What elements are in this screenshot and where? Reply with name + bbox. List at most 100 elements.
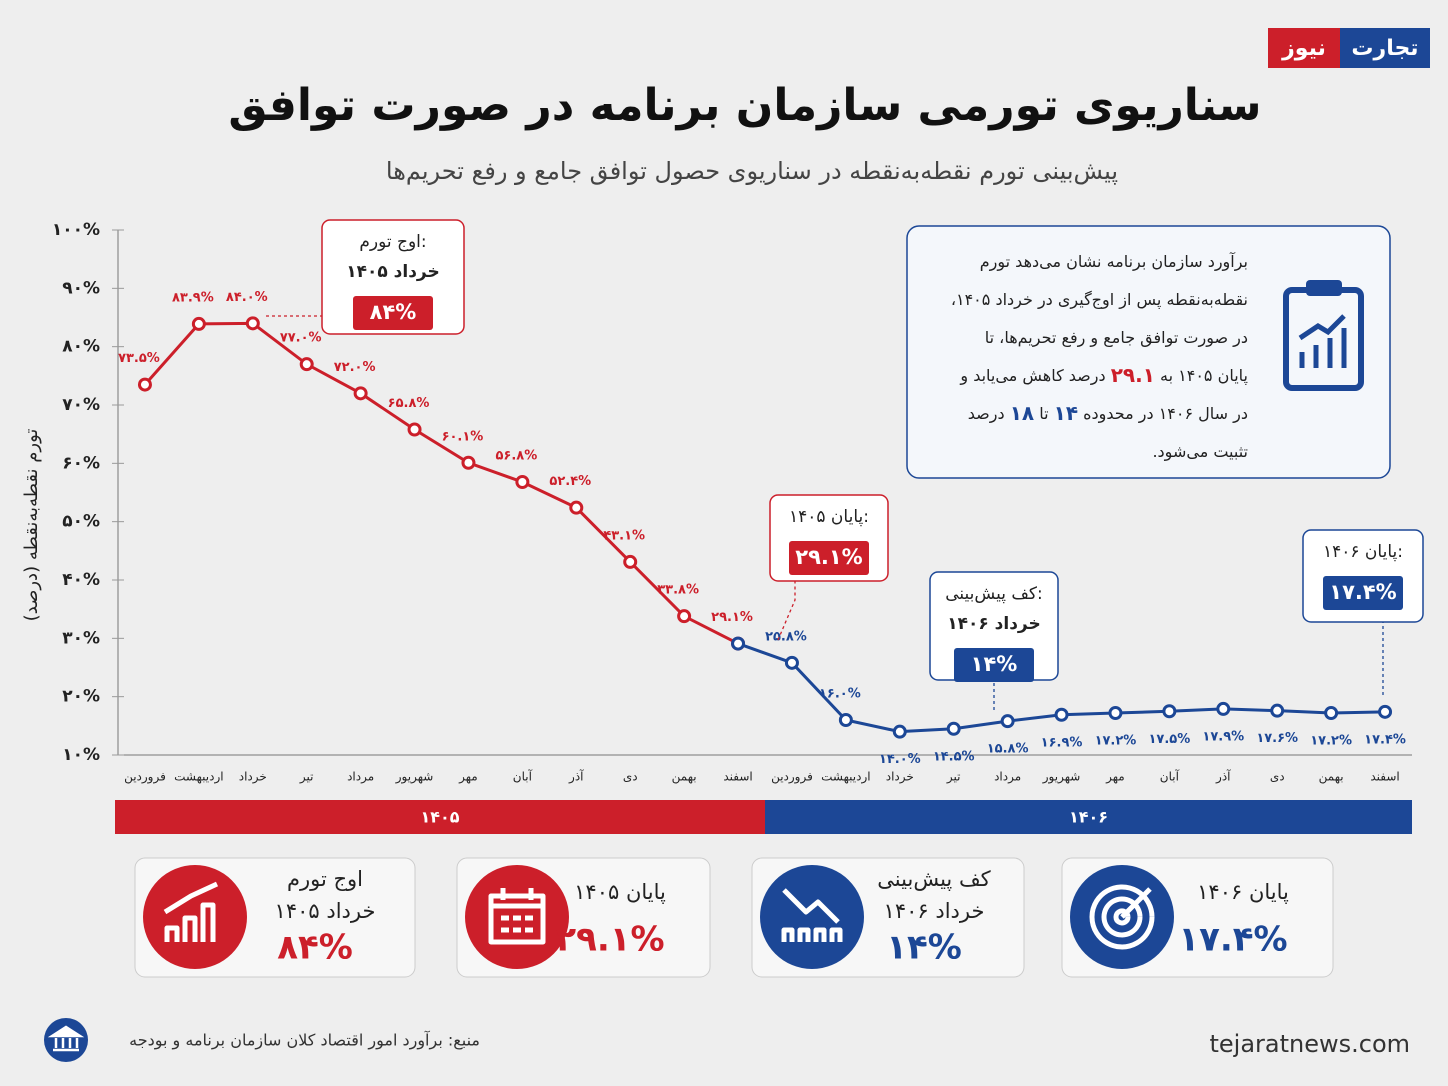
callout-text: اوج تورم: — [359, 232, 426, 252]
data-label: ۲۹.۱% — [711, 610, 753, 625]
website: tejaratnews.com — [1209, 1030, 1410, 1058]
x-tick-label: مرداد — [347, 770, 374, 785]
line — [143, 321, 739, 645]
data-label: ۱۴.۵% — [933, 749, 975, 764]
x-tick-label: اردیبهشت — [174, 770, 223, 785]
x-tick-label: دی — [623, 770, 638, 784]
x-tick-label: اردیبهشت — [821, 770, 870, 785]
chart-title: سناریوی تورمی سازمان برنامه در صورت تواف… — [228, 80, 1261, 131]
point — [784, 655, 799, 670]
point — [1216, 701, 1231, 716]
info-box — [906, 225, 1391, 479]
chart-subtitle: پیش‌بینی تورم نقطه‌به‌نقطه در سناریوی حص… — [386, 157, 1118, 185]
info-line: در صورت توافق جامع و رفع تحریم‌ها، تا — [985, 328, 1248, 348]
y-tick-label: ۴۰% — [62, 570, 100, 590]
y-tick-label: ۲۰% — [62, 687, 100, 707]
point — [677, 609, 692, 624]
info-line: در سال ۱۴۰۶ در محدوده ۱۴ تا ۱۸ درصد — [968, 401, 1248, 425]
point — [1000, 714, 1015, 729]
callout-value-bg — [954, 648, 1034, 682]
x-tick-label: فروردین — [124, 770, 166, 785]
source-icon — [44, 1018, 88, 1062]
callout-text: خرداد ۱۴۰۶ — [947, 614, 1041, 634]
card-value: ۲۹.۱% — [555, 920, 664, 960]
callout-text: پایان ۱۴۰۶: — [1323, 542, 1403, 562]
x-tick-label: آذر — [568, 769, 584, 785]
data-label: ۱۷.۶% — [1256, 731, 1298, 746]
card-label: اوج تورم — [287, 867, 363, 892]
y-tick-label: ۷۰% — [62, 395, 100, 415]
data-label: ۵۲.۴% — [549, 474, 591, 489]
logo-right-bg — [1268, 28, 1340, 68]
card-label: پایان ۱۴۰۶ — [1197, 880, 1289, 904]
card-value: ۱۷.۴% — [1178, 920, 1287, 960]
data-label: ۵۶.۸% — [495, 449, 537, 464]
x-tick-label: خرداد — [239, 770, 267, 785]
data-label: ۷۲.۰% — [334, 360, 376, 375]
data-label: ۸۴.۰% — [226, 290, 268, 305]
point — [461, 455, 476, 470]
data-label: ۷۳.۵% — [118, 351, 160, 366]
year-label: ۱۴۰۵ — [420, 808, 459, 827]
data-label: ۱۵.۸% — [987, 742, 1029, 757]
source: منبع: برآورد امور اقتصاد کلان سازمان برن… — [129, 1031, 480, 1051]
callout-value: ۲۹.۱% — [795, 545, 862, 569]
point — [946, 721, 961, 736]
x-tick-label: شهریور — [1042, 770, 1081, 785]
x-tick-label: آبان — [513, 769, 533, 784]
info-line: برآورد سازمان برنامه نشان می‌دهد تورم — [980, 252, 1248, 272]
year-label: ۱۴۰۶ — [1069, 808, 1108, 827]
logo-right: نیوز — [1281, 36, 1326, 61]
callout-value: ۱۴% — [971, 652, 1018, 676]
logo-left: تجارت — [1351, 36, 1418, 61]
x-tick-label: مهر — [458, 770, 478, 785]
point — [515, 475, 530, 489]
data-label: ۶۰.۱% — [442, 429, 484, 444]
callout-value-bg — [789, 541, 869, 575]
point — [299, 357, 314, 372]
callout-value-bg — [1323, 576, 1403, 610]
data-label: ۱۶.۰% — [819, 687, 861, 702]
card-icon — [781, 888, 843, 942]
point — [569, 500, 584, 515]
x-tick-label: تیر — [299, 770, 314, 785]
point — [353, 386, 368, 401]
card-label: خرداد ۱۴۰۵ — [275, 899, 376, 923]
card-icon — [163, 881, 219, 942]
x-tick-label: فروردین — [771, 770, 813, 785]
point — [137, 377, 152, 392]
data-label: ۲۵.۸% — [765, 629, 807, 644]
callout-value: ۸۴% — [370, 300, 417, 324]
data-label: ۱۶.۹% — [1041, 735, 1083, 750]
card-label: پایان ۱۴۰۵ — [574, 880, 666, 904]
data-label: ۴۳.۱% — [603, 528, 645, 543]
info-segment: پایان ۱۴۰۵ به — [1155, 366, 1248, 386]
info-line: پایان ۱۴۰۵ به ۲۹.۱ درصد کاهش می‌یابد و — [959, 363, 1248, 387]
info-segment: درصد — [968, 404, 1010, 424]
data-label: ۱۷.۵% — [1148, 732, 1190, 747]
point — [407, 422, 422, 437]
card-label: کف پیش‌بینی — [877, 867, 990, 891]
info-line: تثبیت می‌شود. — [1152, 442, 1248, 462]
callout-value: ۱۷.۴% — [1329, 580, 1396, 604]
info-segment: ۱۸ — [1010, 401, 1034, 425]
card-value: ۱۴% — [886, 928, 962, 968]
y-tick-label: ۳۰% — [62, 628, 100, 648]
y-axis-label: تورم نقطه‌به‌نقطه (درصد) — [21, 429, 42, 622]
callout-value-bg — [353, 296, 433, 330]
x-tick-label: اسفند — [723, 770, 752, 784]
data-label: ۸۳.۹% — [172, 290, 214, 305]
info-line: نقطه‌به‌نقطه پس از اوج‌گیری در خرداد ۱۴۰… — [951, 290, 1248, 310]
point — [1108, 706, 1123, 720]
point — [623, 554, 638, 569]
point — [1378, 704, 1393, 719]
data-label: ۱۴.۰% — [879, 752, 921, 767]
card-icon — [1089, 884, 1155, 950]
callout-text: خرداد ۱۴۰۵ — [346, 262, 440, 282]
y-tick-label: ۶۰% — [62, 453, 100, 473]
x-tick-label: مهر — [1105, 770, 1125, 785]
data-label: ۳۳.۸% — [657, 583, 699, 598]
card-icon — [488, 888, 546, 945]
